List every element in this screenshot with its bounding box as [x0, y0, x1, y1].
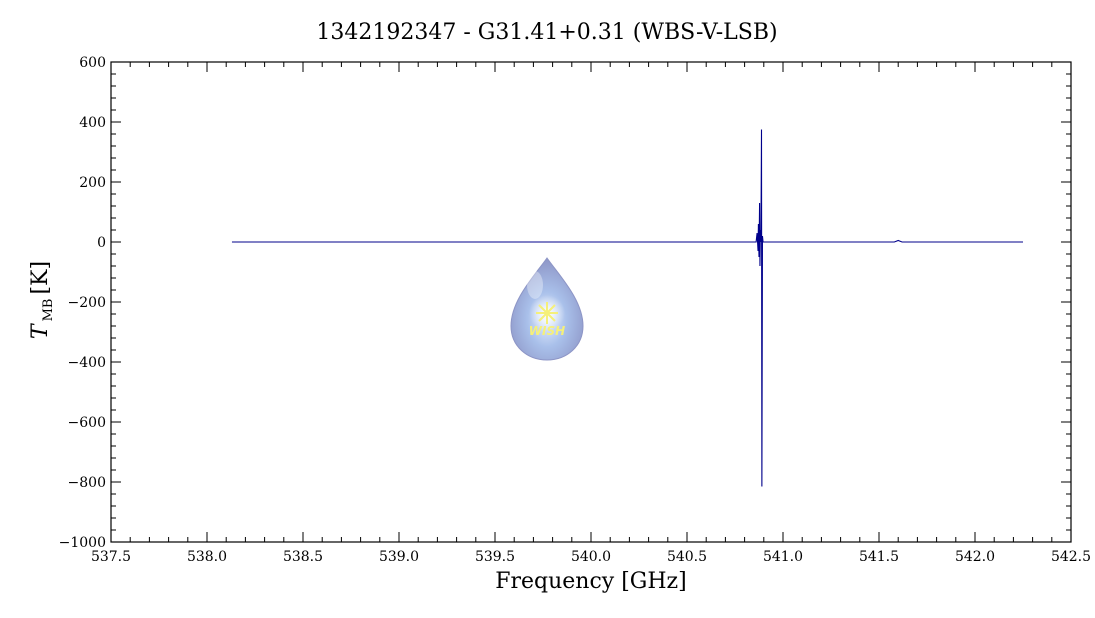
x-tick-label: 541.5 [859, 549, 899, 565]
wish-logo-text: WISH [529, 324, 565, 338]
x-tick-label: 538.0 [187, 549, 227, 565]
x-tick-label: 539.5 [475, 549, 515, 565]
y-tick-label: −200 [68, 295, 106, 311]
x-tick-label: 538.5 [283, 549, 323, 565]
x-tick-label: 540.0 [571, 549, 611, 565]
y-axis-label-sub: MB [41, 299, 56, 322]
y-tick-label: −600 [68, 415, 106, 431]
x-tick-label: 537.5 [91, 549, 131, 565]
y-tick-label: −400 [68, 355, 106, 371]
y-tick-label: 0 [97, 235, 106, 251]
x-tick-label: 542.0 [955, 549, 995, 565]
y-tick-label: −800 [68, 475, 106, 491]
plot-frame [110, 61, 1072, 543]
x-tick-label: 539.0 [379, 549, 419, 565]
x-tick-label: 542.5 [1051, 549, 1091, 565]
spectrum-line [231, 129, 1023, 487]
chart-title: 1342192347 - G31.41+0.31 (WBS-V-LSB) [316, 20, 777, 45]
x-axis-label: Frequency [GHz] [495, 569, 687, 594]
y-axis-label: TMB [K] [28, 261, 56, 339]
x-tick-label: 540.5 [667, 549, 707, 565]
x-tick-label: 541.0 [763, 549, 803, 565]
axis-ticks: 537.5 538.0 538.5 539.0 539.5 540.0 540.5 541.0… [59, 55, 1091, 565]
y-tick-label: 400 [79, 115, 106, 131]
wish-logo: WISH [510, 257, 584, 361]
y-axis-label-unit: [K] [28, 261, 53, 295]
y-axis-label-main: T [28, 322, 53, 339]
y-tick-label: 600 [79, 55, 106, 71]
star-icon [536, 302, 558, 324]
y-tick-label: −1000 [59, 535, 106, 551]
series-group [231, 129, 1023, 487]
y-tick-label: 200 [79, 175, 106, 191]
svg-text:TMB[K]: TMB [K] [28, 261, 56, 339]
